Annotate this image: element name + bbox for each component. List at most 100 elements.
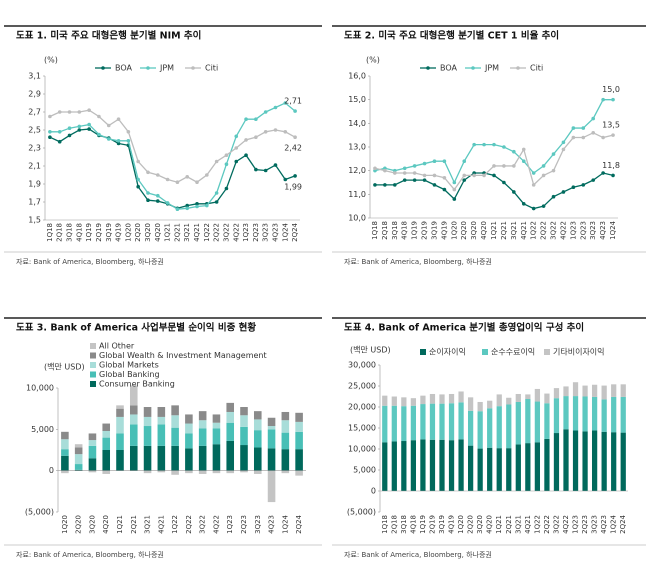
bar-segment — [171, 415, 179, 428]
point — [541, 173, 546, 178]
x-tick-label: 4Q20 — [480, 221, 488, 240]
point — [283, 177, 288, 182]
x-tick-label: 1Q20 — [457, 515, 465, 534]
x-tick-label: 4Q20 — [486, 515, 494, 534]
x-tick-label: 4Q21 — [193, 223, 201, 242]
point — [224, 153, 229, 157]
y-tick-label: 10,000 — [348, 445, 376, 454]
bar-segment — [185, 470, 193, 474]
bar-segment — [171, 470, 179, 475]
y-tick-label: 13,0 — [348, 143, 366, 152]
point — [155, 199, 160, 203]
legend-swatch — [420, 349, 426, 355]
point — [502, 164, 506, 168]
line-series — [374, 132, 614, 191]
x-tick-label: 2Q22 — [213, 223, 221, 242]
x-tick-label: 2Q22 — [540, 221, 548, 240]
x-tick-label: 4Q18 — [75, 223, 83, 242]
bar-segment — [102, 437, 111, 450]
legend-marker — [516, 66, 520, 70]
bar-segment — [410, 405, 417, 441]
legend-label: 순이자이익 — [429, 347, 466, 357]
bar-segment — [74, 454, 83, 465]
x-tick-label: 3Q18 — [66, 223, 74, 242]
line-series — [49, 102, 296, 210]
bar-segment — [572, 382, 579, 397]
legend-swatch — [544, 349, 550, 355]
point — [126, 130, 131, 134]
point — [155, 193, 160, 198]
point — [97, 132, 101, 137]
source: 자료: Bank of America, Bloomberg, 하나증권 — [344, 550, 492, 559]
point — [293, 109, 297, 113]
bar-segment — [506, 404, 512, 449]
point — [214, 200, 219, 204]
point — [561, 140, 566, 145]
point — [432, 173, 437, 178]
point — [214, 191, 219, 195]
bar-segment — [496, 448, 502, 491]
point — [195, 180, 199, 184]
bar-segment — [88, 440, 97, 446]
bar-segment — [563, 386, 569, 397]
y-tick-label: 5,000 — [31, 425, 54, 434]
x-tick-label: 1Q20 — [450, 221, 458, 240]
bar-segment — [171, 445, 179, 471]
x-tick-label: 2Q22 — [185, 515, 193, 534]
point — [67, 126, 72, 130]
x-tick-label: 2Q19 — [421, 221, 429, 240]
x-tick-label: 4Q19 — [115, 223, 123, 242]
bar-segment — [116, 405, 124, 409]
point — [293, 135, 297, 139]
bar-segment — [143, 407, 152, 417]
bar-segment — [611, 432, 617, 491]
legend-label: 순수수료이익 — [491, 347, 535, 357]
bar-segment — [544, 393, 550, 404]
chart-title: 도표 1. 미국 주요 대형은행 분기별 NIM 추이 — [16, 30, 201, 42]
point — [492, 164, 496, 168]
point — [393, 183, 397, 187]
legend-marker — [146, 66, 150, 70]
bar-segment — [212, 428, 221, 445]
point — [87, 127, 91, 131]
bar-segment — [212, 422, 221, 429]
legend-marker — [426, 66, 430, 70]
bar-segment — [467, 397, 474, 411]
unit-label: (백만 USD) — [350, 345, 391, 355]
bar-segment — [611, 396, 617, 433]
point — [205, 173, 209, 177]
point — [591, 131, 595, 135]
bar-segment — [157, 424, 166, 446]
y-tick-label: 25,000 — [348, 382, 376, 391]
bar-segment — [477, 411, 483, 449]
point — [531, 206, 536, 211]
x-tick-label: 3Q20 — [470, 221, 478, 240]
x-tick-label: 1Q19 — [85, 223, 93, 242]
bar-segment — [420, 404, 426, 440]
point — [116, 117, 121, 121]
legend-label: BOA — [440, 64, 458, 73]
bar-segment — [88, 445, 97, 459]
bar-segment — [281, 449, 290, 471]
x-tick-label: 3Q23 — [591, 515, 599, 534]
bar-segment — [601, 385, 607, 400]
x-tick-label: 3Q20 — [144, 223, 152, 242]
point — [492, 173, 496, 178]
y-tick-label: 16,0 — [348, 72, 366, 81]
point — [591, 116, 595, 121]
bar-segment — [382, 442, 388, 491]
bar-segment — [129, 405, 138, 415]
x-tick-label: 3Q21 — [183, 223, 191, 242]
bar-segment — [88, 470, 97, 473]
point — [67, 110, 72, 114]
point — [412, 178, 417, 182]
x-tick-label: 2Q20 — [467, 515, 475, 534]
point — [551, 194, 556, 199]
point — [402, 178, 407, 182]
y-tick-label: 0 — [371, 487, 376, 496]
point — [116, 141, 121, 146]
point — [165, 201, 170, 205]
point — [263, 130, 268, 134]
x-tick-label: 4Q23 — [271, 223, 279, 242]
point — [591, 178, 595, 182]
